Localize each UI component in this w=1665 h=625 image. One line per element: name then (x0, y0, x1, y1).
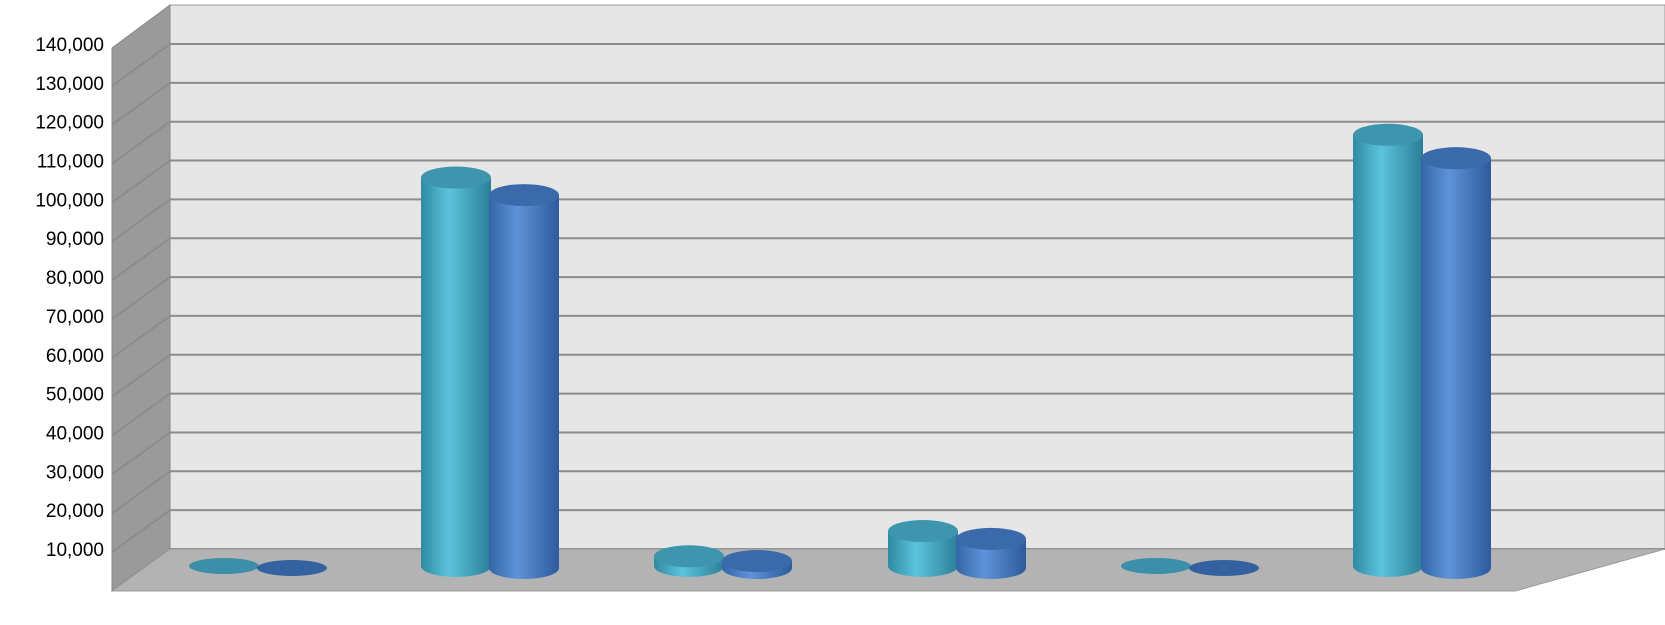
y-tick-label: 50,000 (46, 385, 104, 406)
cylinder-bar (421, 166, 491, 577)
bars (189, 123, 1491, 579)
cylinder-bar (1353, 123, 1423, 577)
y-tick-label: 80,000 (46, 268, 104, 289)
bar-top (888, 520, 958, 543)
cylinder-bar (654, 545, 724, 577)
side-gridline (111, 276, 171, 320)
side-gridline (111, 509, 171, 553)
side-gridline (111, 431, 171, 476)
y-tick-label: 20,000 (46, 501, 104, 522)
y-tick-label: 30,000 (46, 462, 104, 483)
cylinder-bar (722, 550, 792, 579)
cylinder-bar (888, 520, 958, 577)
y-tick-label: 10,000 (46, 540, 104, 561)
bar-top (1421, 147, 1491, 170)
y-tick-label: 120,000 (35, 113, 104, 134)
bar-top (1353, 123, 1423, 146)
side-gridline (111, 315, 171, 359)
cylinder-bar (1121, 558, 1191, 574)
bar-top (421, 166, 491, 189)
y-tick-label: 60,000 (46, 346, 104, 367)
side-gridline (111, 392, 171, 437)
bar-body (421, 177, 491, 567)
side-gridline (111, 43, 171, 87)
bar-top (257, 560, 327, 576)
side-gridline (111, 120, 171, 165)
y-tick-label: 40,000 (46, 423, 104, 444)
y-tick-label: 110,000 (37, 152, 104, 173)
bar-body (489, 195, 559, 569)
bar-top (722, 550, 792, 573)
side-gridline (111, 470, 171, 515)
y-tick-label: 140,000 (35, 35, 104, 56)
y-tick-label: 70,000 (46, 307, 104, 328)
bar-body (1353, 134, 1423, 567)
bar-top (1121, 558, 1191, 574)
side-gridline (111, 82, 171, 126)
cylinder-bar (489, 184, 559, 579)
bar-top (654, 545, 724, 568)
cylinder-bar (1421, 147, 1491, 579)
y-tick-label: 90,000 (46, 229, 104, 250)
side-gridline (111, 159, 171, 204)
cylinder-bar (1189, 560, 1259, 576)
cylinder-bar (956, 527, 1026, 579)
cylinder-bar (189, 558, 259, 574)
bar-top (189, 558, 259, 574)
bar-top (489, 184, 559, 207)
y-axis-ticks: 10,000 20,000 30,000 40,000 50,000 60,000 70,0… (35, 35, 104, 561)
side-gridline (111, 237, 171, 282)
side-gridline (111, 198, 171, 243)
y-tick-label: 100,000 (35, 190, 104, 211)
side-gridline (111, 353, 171, 398)
bar-body (1421, 158, 1491, 568)
bar-top (956, 527, 1026, 550)
bar-top (1189, 560, 1259, 576)
cylinder-bar (257, 560, 327, 576)
y-tick-label: 130,000 (35, 74, 104, 95)
